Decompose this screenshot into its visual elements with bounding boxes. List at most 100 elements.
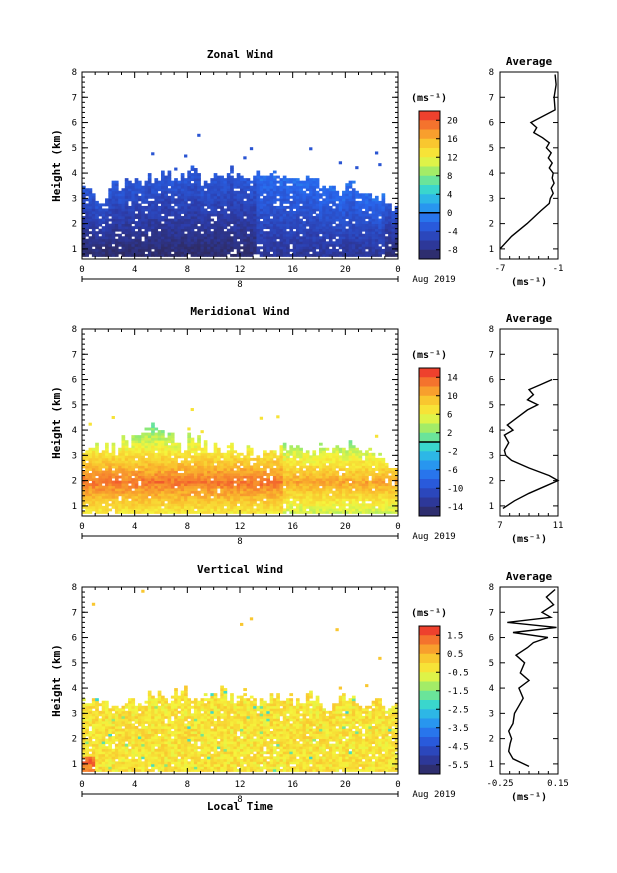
heatmap-cell (230, 175, 234, 179)
heatmap-cell (170, 253, 175, 257)
heatmap-cell (289, 488, 294, 492)
heatmap-cell (253, 243, 257, 247)
heatmap-cell (269, 493, 274, 497)
heatmap-cell (177, 226, 182, 230)
heatmap-cell (154, 200, 159, 204)
heatmap-cells (82, 408, 399, 514)
heatmap-cell (223, 195, 228, 199)
heatmap-cell (345, 495, 350, 499)
heatmap-cell (279, 498, 284, 502)
heatmap-cell (128, 238, 132, 242)
heatmap-cell (193, 203, 198, 207)
heatmap-cell (315, 241, 320, 245)
heatmap-cell (325, 498, 330, 502)
heatmap-cell (391, 226, 396, 230)
heatmap-cell (332, 503, 336, 507)
heatmap-cell (243, 485, 247, 489)
heatmap-cell (253, 467, 257, 471)
heatmap-cell (82, 208, 86, 212)
heatmap-cell (302, 475, 307, 479)
heatmap-cell (328, 200, 333, 204)
heatmap-cell (137, 251, 142, 255)
heatmap-cell (236, 470, 241, 474)
heatmap-cell (170, 246, 175, 250)
heatmap-cell (101, 221, 106, 225)
heatmap-cell (279, 205, 284, 209)
heatmap-cell (216, 457, 221, 461)
heatmap-cell (193, 193, 198, 197)
heatmap-cell (131, 216, 136, 219)
heatmap-cell (141, 490, 145, 494)
heatmap-cell (286, 236, 290, 240)
heatmap-cell (88, 473, 93, 476)
heatmap-cell (233, 236, 238, 240)
heatmap-cell (216, 238, 221, 242)
heatmap-cell (177, 185, 182, 189)
heatmap-cell (203, 442, 208, 446)
heatmap-cell (269, 503, 274, 507)
heatmap-cell (151, 243, 155, 247)
heatmap-cell (223, 452, 228, 456)
heatmap-cell (157, 465, 162, 469)
heatmap-cell (144, 193, 149, 197)
heatmap-cell (180, 475, 185, 479)
heatmap-cell (299, 238, 303, 242)
heatmap-cell (348, 226, 353, 230)
heatmap-cell (91, 205, 96, 209)
heatmap-cell (249, 473, 254, 476)
heatmap-cell (256, 251, 261, 255)
heatmap-cell (111, 473, 116, 476)
heatmap-cell (272, 485, 277, 489)
heatmap-cell (193, 485, 198, 489)
heatmap-cell (240, 198, 244, 202)
heatmap-cell (246, 460, 251, 464)
heatmap-cell (243, 505, 247, 509)
heatmap-cell (233, 223, 238, 227)
heatmap-cell (216, 200, 221, 204)
heatmap-cell (105, 485, 109, 489)
heatmap-cell (374, 223, 379, 227)
heatmap-cell (91, 233, 96, 237)
heatmap-cell (286, 488, 290, 492)
heatmap-cell (157, 180, 162, 184)
heatmap-cell (256, 467, 261, 471)
heatmap-cell (220, 455, 224, 459)
heatmap-cell (223, 210, 228, 214)
heatmap-cell (190, 483, 195, 487)
heatmap-cell (180, 510, 185, 514)
heatmap-cell (299, 460, 303, 464)
heatmap-cell (325, 223, 330, 227)
heatmap-cell (269, 195, 274, 199)
heatmap-cell (338, 493, 343, 497)
heatmap-cell (203, 238, 208, 242)
heatmap-cell (305, 243, 310, 247)
heatmap-cell (305, 221, 310, 225)
heatmap-cell (286, 455, 290, 459)
heatmap-cell (226, 470, 231, 474)
heatmap-cell (187, 241, 192, 245)
heatmap-cell (147, 493, 152, 497)
heatmap-cell (266, 498, 271, 502)
heatmap-cell (118, 450, 122, 454)
heatmap-cell (335, 213, 340, 217)
heatmap-cell (325, 228, 330, 232)
heatmap-cell (325, 210, 330, 214)
profile-x-tick-label: -7 (495, 264, 506, 274)
heatmap-cell (315, 251, 320, 255)
heatmap-cell (355, 223, 359, 227)
heatmap-cell (342, 503, 346, 507)
heatmap-cell (249, 195, 254, 199)
heatmap-cell (266, 480, 271, 484)
heatmap-cell (279, 210, 284, 214)
heatmap-cell (131, 183, 136, 187)
heatmap-cell (269, 226, 274, 230)
heatmap-cell (151, 427, 155, 431)
heatmap-cell (335, 226, 340, 230)
heatmap-cell (197, 510, 201, 514)
heatmap-cell (286, 243, 290, 247)
heatmap-cell (299, 210, 303, 214)
heatmap-cell (144, 462, 149, 466)
heatmap-cell (174, 447, 178, 451)
heatmap-cell (338, 228, 343, 232)
heatmap-cell (177, 180, 182, 184)
